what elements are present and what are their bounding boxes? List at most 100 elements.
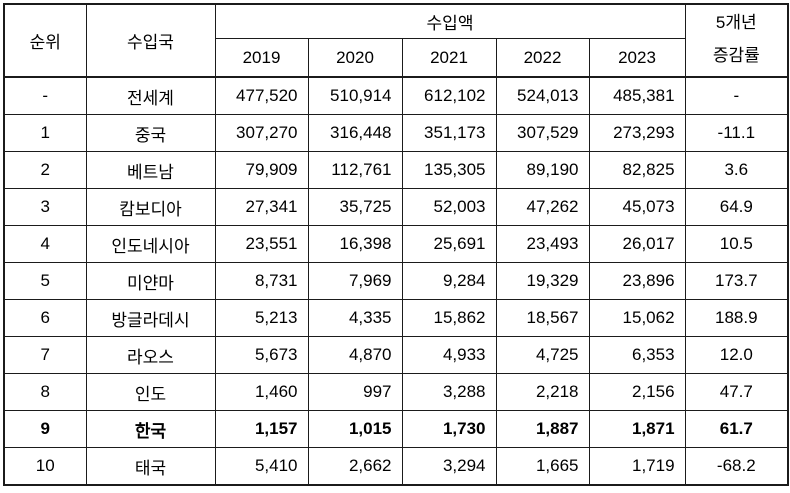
country-cell: 인도 [85, 373, 216, 411]
import-value-cell: 7,969 [307, 262, 403, 300]
import-value-cell: 18,567 [495, 299, 590, 337]
country-cell: 방글라데시 [85, 299, 216, 337]
import-value-cell: 307,270 [214, 114, 309, 152]
import-value-cell: 15,062 [588, 299, 686, 337]
import-value-cell: 307,529 [495, 114, 590, 152]
import-value-cell: 1,665 [495, 447, 590, 486]
import-value-cell: 485,381 [588, 76, 686, 115]
rank-cell: 7 [3, 336, 87, 374]
import-value-cell: 1,015 [307, 410, 403, 448]
year-header-row: 2019 2020 2021 2022 2023 [4, 38, 788, 78]
import-value-cell: 23,896 [588, 262, 686, 300]
table-row: 6 방글라데시 5,213 4,335 15,862 18,567 15,062 188.9 [3, 299, 789, 337]
change-rate-cell: 47.7 [684, 373, 789, 411]
table-row: 7 라오스 5,673 4,870 4,933 4,725 6,353 12.0 [3, 336, 789, 374]
import-value-cell: 1,887 [495, 410, 590, 448]
change-rate-cell: -11.1 [684, 114, 789, 152]
import-value-cell: 2,662 [307, 447, 403, 486]
change-rate-cell: - [684, 76, 789, 115]
import-value-cell: 23,493 [495, 225, 590, 263]
import-value-cell: 27,341 [214, 188, 309, 226]
import-value-cell: 23,551 [214, 225, 309, 263]
import-value-cell: 45,073 [588, 188, 686, 226]
import-value-cell: 3,288 [401, 373, 497, 411]
import-value-cell: 273,293 [588, 114, 686, 152]
table-row: 3 캄보디아 27,341 35,725 52,003 47,262 45,073 64.9 [3, 188, 789, 226]
import-value-cell: 1,730 [401, 410, 497, 448]
import-value-cell: 4,725 [495, 336, 590, 374]
rank-cell: 5 [3, 262, 87, 300]
rank-cell: - [3, 76, 87, 115]
table-row: 4 인도네시아 23,551 16,398 25,691 23,493 26,017 10.5 [3, 225, 789, 263]
change-rate-cell: 61.7 [684, 410, 789, 448]
header-change-rate-line1: 5개년 [715, 13, 757, 32]
import-value-cell: 2,218 [495, 373, 590, 411]
change-rate-cell: 64.9 [684, 188, 789, 226]
import-value-cell: 612,102 [401, 76, 497, 115]
change-rate-cell: 12.0 [684, 336, 789, 374]
table-header: 순위 수입국 수입액 5개년 증감률 2019 2020 2021 2022 2… [3, 3, 789, 78]
change-rate-cell: 10.5 [684, 225, 789, 263]
table-row: 1 중국 307,270 316,448 351,173 307,529 273,293 -1… [3, 114, 789, 152]
country-cell: 전세계 [85, 76, 216, 115]
import-value-cell: 510,914 [307, 76, 403, 115]
header-year-2020: 2020 [307, 38, 403, 78]
table-body: - 전세계 477,520 510,914 612,102 524,013 485,381-… [3, 76, 789, 486]
import-value-cell: 351,173 [401, 114, 497, 152]
import-value-cell: 26,017 [588, 225, 686, 263]
import-value-cell: 477,520 [214, 76, 309, 115]
import-value-cell: 5,213 [214, 299, 309, 337]
import-value-cell: 1,719 [588, 447, 686, 486]
import-value-cell: 135,305 [401, 151, 497, 189]
import-value-cell: 16,398 [307, 225, 403, 263]
import-value-cell: 1,460 [214, 373, 309, 411]
table-row: - 전세계 477,520 510,914 612,102 524,013 485,381- [3, 76, 789, 115]
import-value-cell: 3,294 [401, 447, 497, 486]
import-value-cell: 2,156 [588, 373, 686, 411]
import-value-cell: 35,725 [307, 188, 403, 226]
header-change-rate: 5개년 증감률 [684, 3, 789, 78]
country-cell: 캄보디아 [85, 188, 216, 226]
change-rate-cell: 188.9 [684, 299, 789, 337]
rank-cell: 10 [3, 447, 87, 486]
header-year-2023: 2023 [588, 38, 686, 78]
header-rank: 순위 [3, 3, 87, 78]
import-value-cell: 316,448 [307, 114, 403, 152]
import-value-cell: 1,157 [214, 410, 309, 448]
country-cell: 미얀마 [85, 262, 216, 300]
header-country: 수입국 [85, 3, 216, 78]
import-value-cell: 4,335 [307, 299, 403, 337]
table-row: 8 인도 1,460 997 3,288 2,218 2,156 47.7 [3, 373, 789, 411]
import-value-cell: 524,013 [495, 76, 590, 115]
import-statistics-table: 순위 수입국 수입액 5개년 증감률 2019 2020 2021 2022 2… [3, 3, 790, 486]
table-row: 5 미얀마 8,731 7,969 9,284 19,329 23,896 173.7 [3, 262, 789, 300]
country-cell: 중국 [85, 114, 216, 152]
header-year-2019: 2019 [214, 38, 309, 78]
country-cell: 베트남 [85, 151, 216, 189]
import-value-cell: 4,933 [401, 336, 497, 374]
rank-cell: 3 [3, 188, 87, 226]
import-value-cell: 8,731 [214, 262, 309, 300]
header-year-2021: 2021 [401, 38, 497, 78]
import-value-cell: 52,003 [401, 188, 497, 226]
header-change-rate-line2: 증감률 [712, 46, 760, 65]
import-value-cell: 5,673 [214, 336, 309, 374]
country-cell: 태국 [85, 447, 216, 486]
import-value-cell: 79,909 [214, 151, 309, 189]
change-rate-cell: 173.7 [684, 262, 789, 300]
rank-cell: 1 [3, 114, 87, 152]
table-row: 10 태국 5,410 2,662 3,294 1,665 1,719 -68.2 [3, 447, 789, 486]
import-value-cell: 9,284 [401, 262, 497, 300]
rank-cell: 9 [3, 410, 87, 448]
rank-cell: 6 [3, 299, 87, 337]
import-value-cell: 997 [307, 373, 403, 411]
import-value-cell: 47,262 [495, 188, 590, 226]
import-value-cell: 5,410 [214, 447, 309, 486]
import-value-cell: 19,329 [495, 262, 590, 300]
import-value-cell: 25,691 [401, 225, 497, 263]
import-value-cell: 89,190 [495, 151, 590, 189]
country-cell: 인도네시아 [85, 225, 216, 263]
rank-cell: 2 [3, 151, 87, 189]
header-import-amount: 수입액 [214, 3, 686, 39]
import-value-cell: 4,870 [307, 336, 403, 374]
